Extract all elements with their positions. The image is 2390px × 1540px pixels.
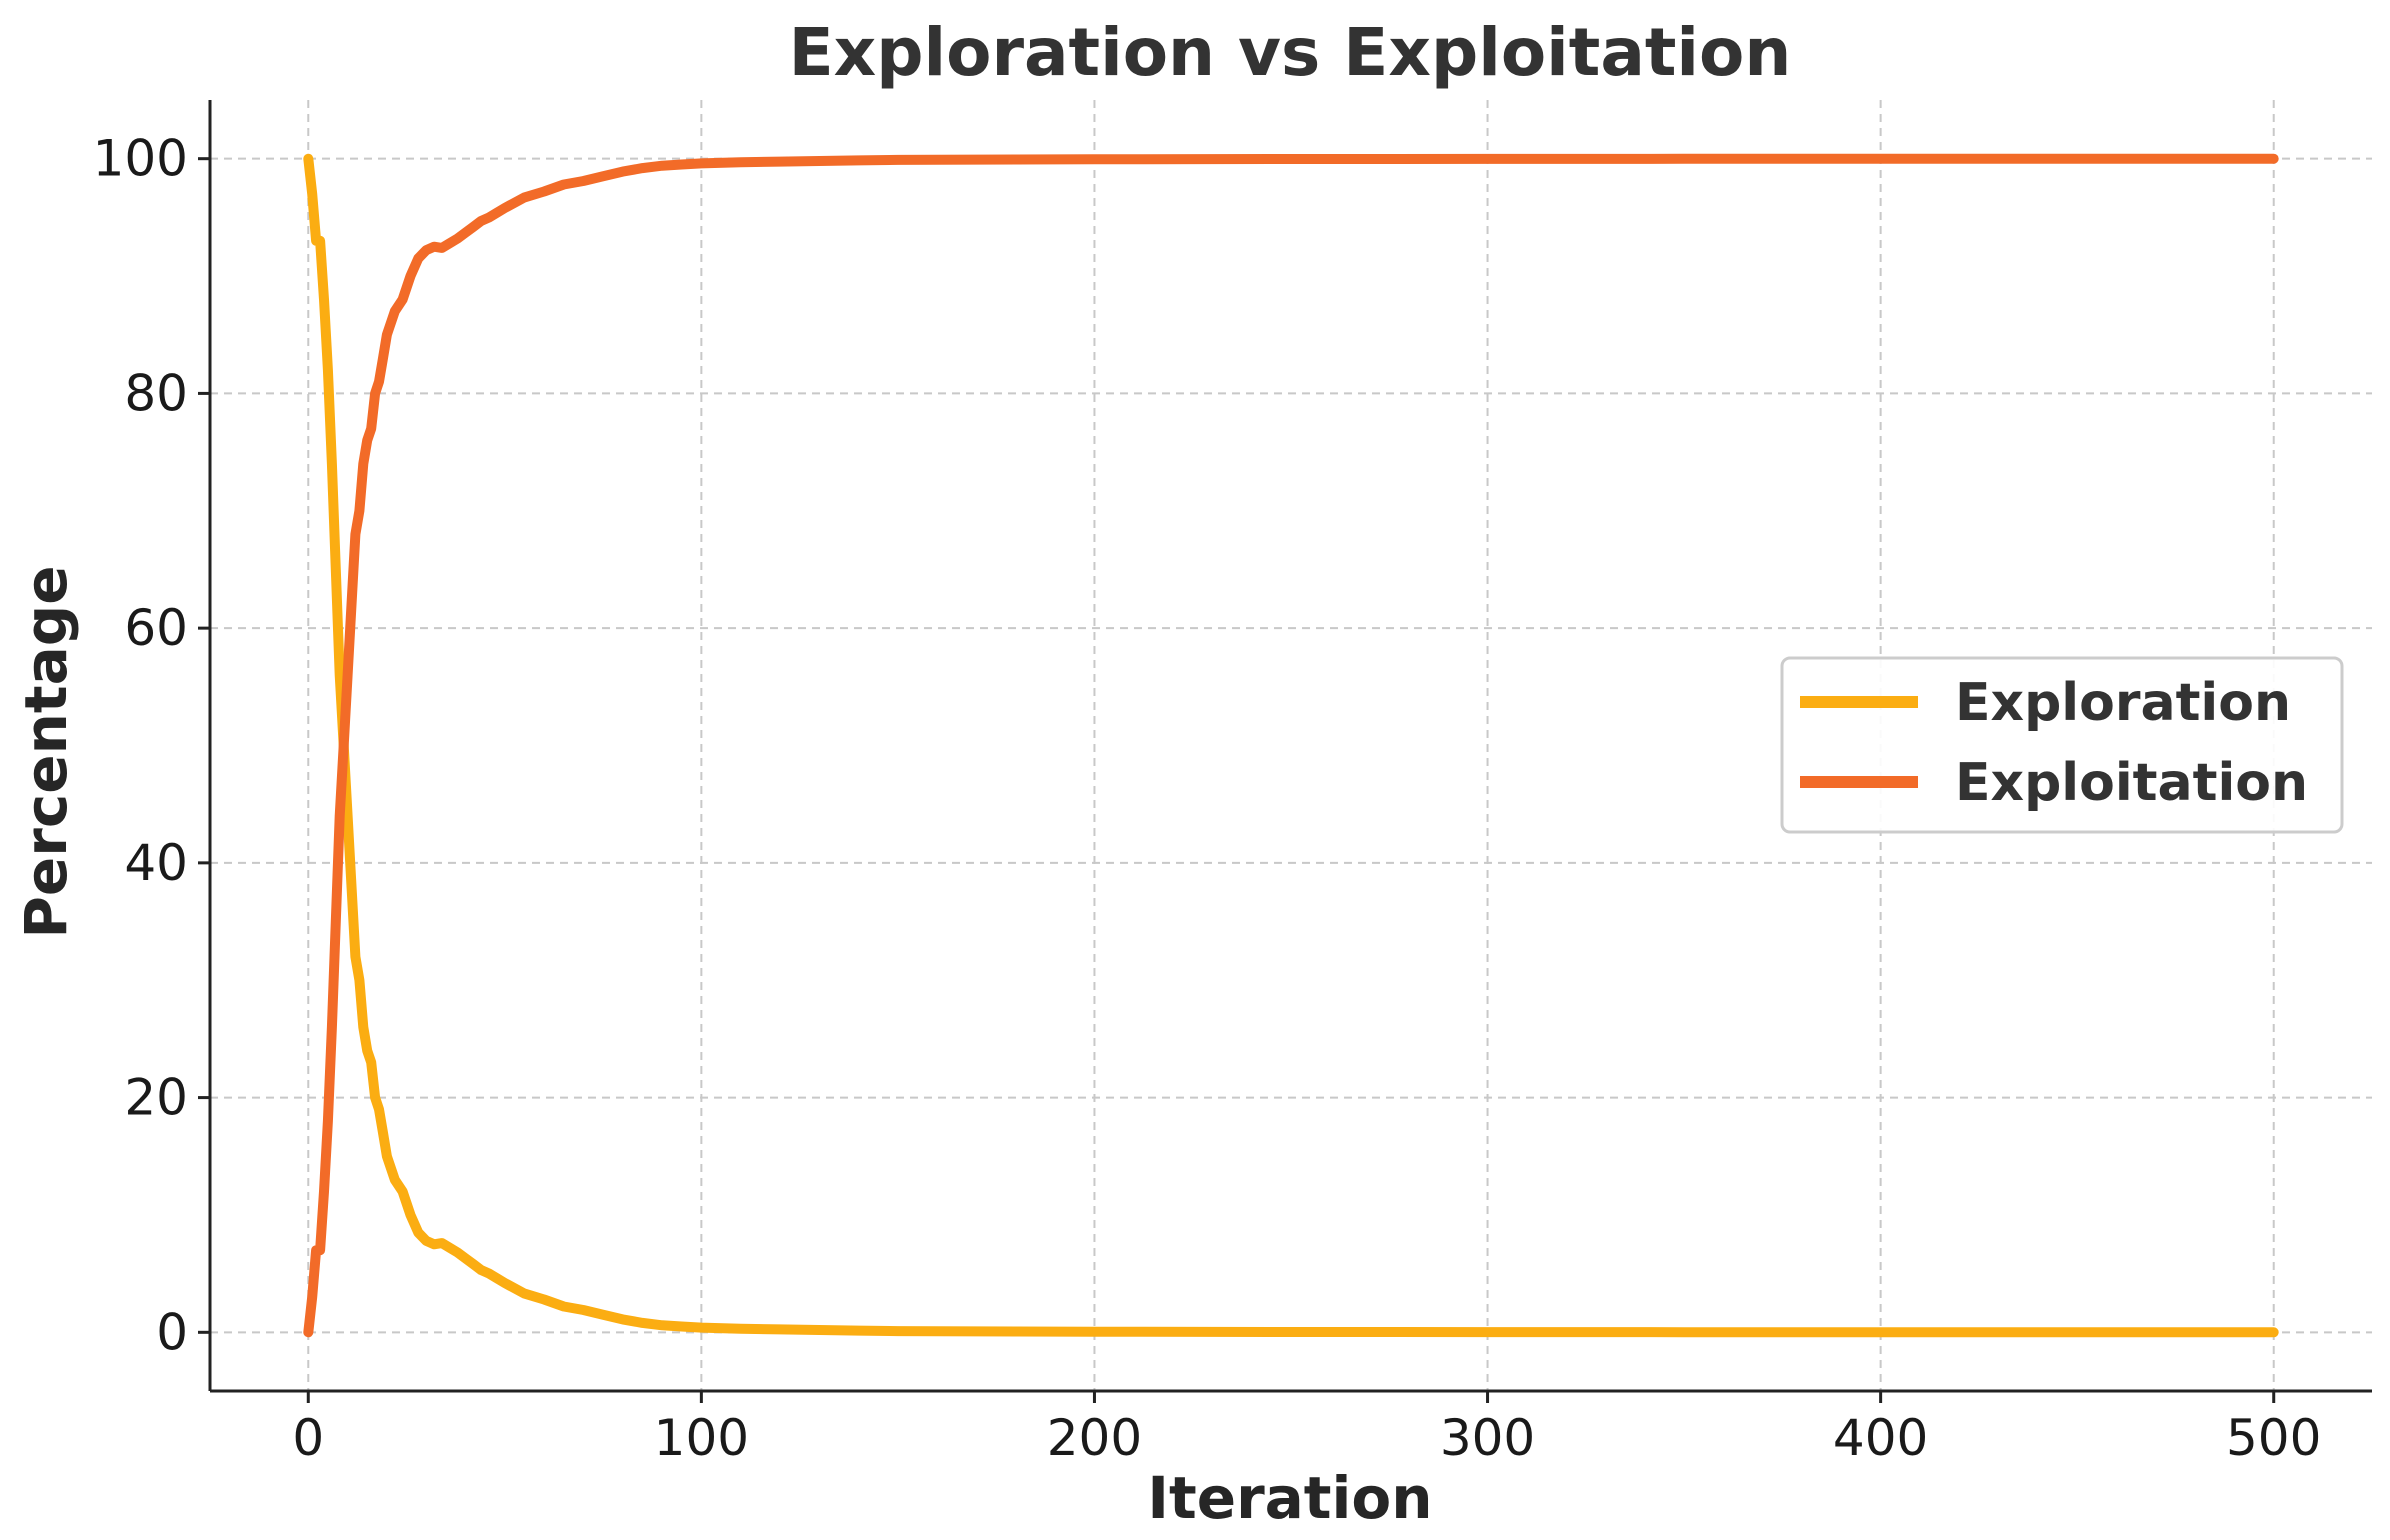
axes	[208, 100, 2372, 1393]
legend: Exploration Exploitation	[1780, 656, 2344, 834]
y-tick-label: 60	[124, 599, 188, 657]
y-tick-label: 20	[124, 1069, 188, 1127]
x-tick-label: 400	[1833, 1409, 1928, 1467]
legend-label-exploitation: Exploitation	[1955, 753, 2308, 813]
x-axis-label: Iteration	[1147, 1464, 1432, 1532]
x-tick-label: 300	[1440, 1409, 1535, 1467]
series-lines	[303, 153, 2279, 1338]
chart-title: Exploration vs Exploitation	[789, 14, 1792, 91]
y-axis-label: Percentage	[12, 565, 80, 938]
x-tick-label: 0	[292, 1409, 324, 1467]
ticks: 0 100 200 300 400 500 0 20 40 60 80 100	[93, 130, 2322, 1467]
x-tick-label: 500	[2226, 1409, 2321, 1467]
legend-label-exploration: Exploration	[1955, 673, 2291, 733]
y-tick-label: 80	[124, 364, 188, 422]
x-tick-label: 200	[1047, 1409, 1142, 1467]
series-line-exploration	[303, 153, 2279, 1338]
series-line-exploitation	[303, 153, 2279, 1338]
legend-box	[1780, 656, 2344, 834]
y-tick-label: 40	[124, 834, 188, 892]
y-tick-label: 100	[93, 130, 188, 188]
y-tick-label: 0	[156, 1303, 188, 1361]
x-tick-label: 100	[654, 1409, 749, 1467]
